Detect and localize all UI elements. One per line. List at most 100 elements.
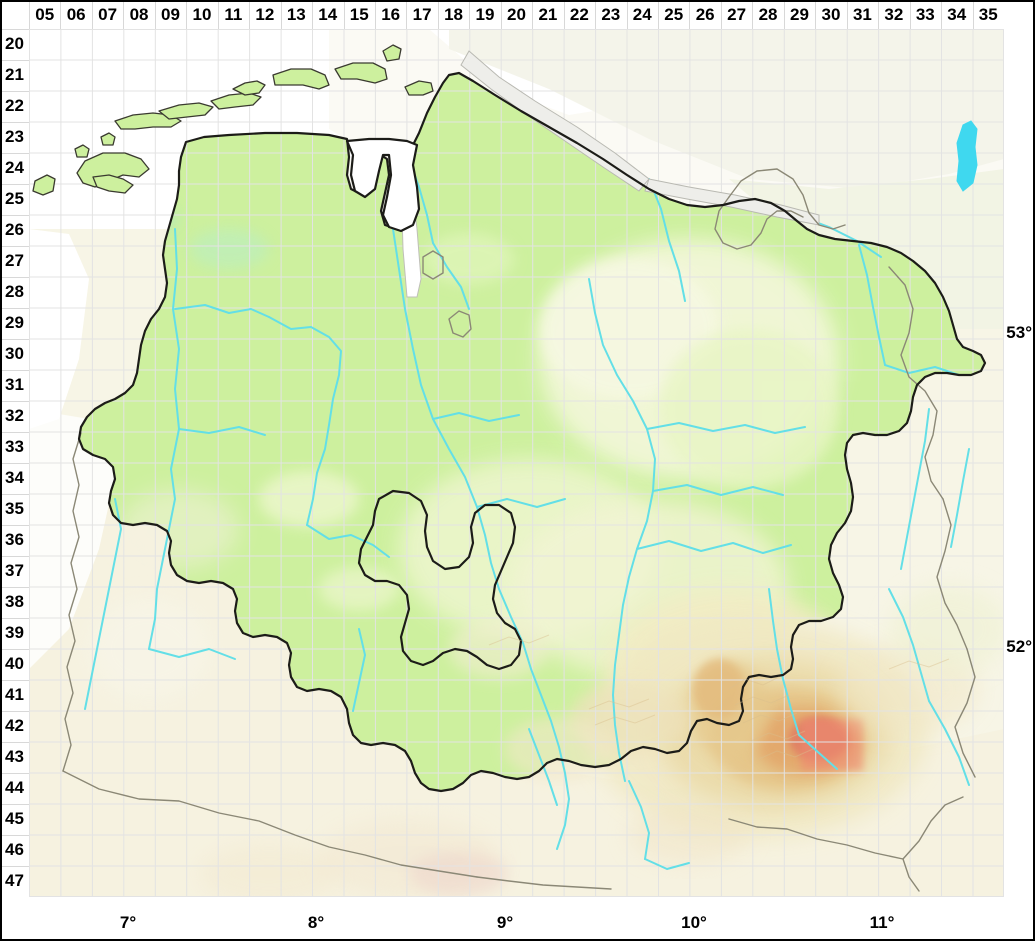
row-tick	[0, 711, 29, 712]
longitude-label-1: 8°	[307, 913, 325, 932]
column-tick	[595, 0, 597, 29]
column-label-21: 21	[538, 5, 558, 24]
longitude-label-4: 11°	[869, 913, 895, 932]
row-tick	[0, 804, 29, 805]
column-tick	[563, 0, 565, 29]
row-tick	[0, 835, 29, 836]
column-label-17: 17	[412, 5, 432, 24]
row-tick	[0, 556, 29, 557]
column-tick	[217, 0, 219, 29]
row-tick	[0, 246, 29, 247]
column-tick	[186, 0, 188, 29]
latitude-label-0: 53°	[1006, 323, 1032, 342]
row-label-35: 35	[5, 499, 24, 518]
column-label-31: 31	[852, 5, 872, 24]
column-label-28: 28	[758, 5, 778, 24]
row-tick	[0, 432, 29, 433]
row-tick	[0, 587, 29, 588]
row-tick	[0, 153, 29, 154]
row-tick	[0, 370, 29, 371]
column-label-29: 29	[790, 5, 809, 24]
column-tick	[846, 0, 848, 29]
row-tick	[0, 618, 29, 619]
frisian-islands	[32, 44, 434, 196]
column-label-33: 33	[915, 5, 935, 24]
column-tick	[752, 0, 754, 29]
column-label-24: 24	[632, 5, 652, 24]
column-tick	[280, 0, 282, 29]
row-tick	[0, 184, 29, 185]
column-label-10: 10	[192, 5, 212, 24]
row-tick	[0, 308, 29, 309]
column-tick	[374, 0, 376, 29]
row-tick	[0, 91, 29, 92]
column-tick	[783, 0, 785, 29]
column-label-15: 15	[349, 5, 369, 24]
bays	[345, 137, 421, 233]
latitude-label-1: 52°	[1006, 637, 1032, 656]
row-label-36: 36	[5, 530, 24, 549]
row-tick	[0, 525, 29, 526]
column-tick	[532, 0, 534, 29]
column-label-07: 07	[98, 5, 118, 24]
column-tick	[941, 0, 943, 29]
column-tick	[91, 0, 93, 29]
row-label-23: 23	[5, 127, 24, 146]
map-canvas[interactable]	[29, 29, 1004, 897]
column-label-11: 11	[224, 5, 243, 24]
column-tick	[29, 0, 30, 29]
row-label-41: 41	[5, 685, 24, 704]
column-label-08: 08	[129, 5, 149, 24]
column-label-06: 06	[66, 5, 86, 24]
row-label-32: 32	[5, 406, 24, 425]
column-tick	[343, 0, 345, 29]
row-tick	[0, 742, 29, 743]
column-tick	[249, 0, 251, 29]
row-label-27: 27	[5, 251, 24, 270]
column-label-34: 34	[947, 5, 967, 24]
row-tick	[0, 122, 29, 123]
column-label-13: 13	[286, 5, 306, 24]
row-label-25: 25	[5, 189, 24, 208]
column-tick	[658, 0, 659, 29]
row-tick	[0, 680, 29, 681]
column-label-35: 35	[978, 5, 998, 24]
column-tick	[720, 0, 722, 29]
row-tick	[0, 215, 29, 216]
row-tick	[0, 277, 29, 278]
row-tick	[0, 866, 29, 867]
row-label-24: 24	[5, 158, 24, 177]
column-label-16: 16	[381, 5, 401, 24]
row-label-43: 43	[5, 747, 24, 766]
column-tick	[406, 0, 408, 29]
longitude-label-0: 7°	[119, 913, 137, 932]
row-label-20: 20	[5, 34, 24, 53]
column-label-19: 19	[475, 5, 495, 24]
column-tick	[626, 0, 628, 29]
row-tick	[0, 60, 29, 61]
row-tick	[0, 649, 29, 650]
column-tick	[878, 0, 880, 29]
column-label-26: 26	[695, 5, 715, 24]
column-label-27: 27	[727, 5, 747, 24]
row-tick	[0, 494, 29, 495]
longitude-label-2: 9°	[496, 913, 514, 932]
column-tick	[469, 0, 471, 29]
column-label-12: 12	[255, 5, 275, 24]
column-tick	[437, 0, 439, 29]
harz-uplands	[89, 489, 1004, 897]
column-tick	[60, 0, 62, 29]
column-label-05: 05	[35, 5, 55, 24]
row-tick	[0, 401, 29, 402]
row-label-38: 38	[5, 592, 24, 611]
map-viewport[interactable]	[29, 29, 1004, 897]
row-label-31: 31	[5, 375, 24, 394]
column-tick	[500, 0, 502, 29]
column-label-25: 25	[664, 5, 684, 24]
lower-saxony-border	[77, 71, 987, 793]
row-label-42: 42	[5, 716, 24, 735]
column-tick	[123, 0, 125, 29]
row-label-39: 39	[5, 623, 24, 642]
column-tick	[154, 0, 156, 29]
